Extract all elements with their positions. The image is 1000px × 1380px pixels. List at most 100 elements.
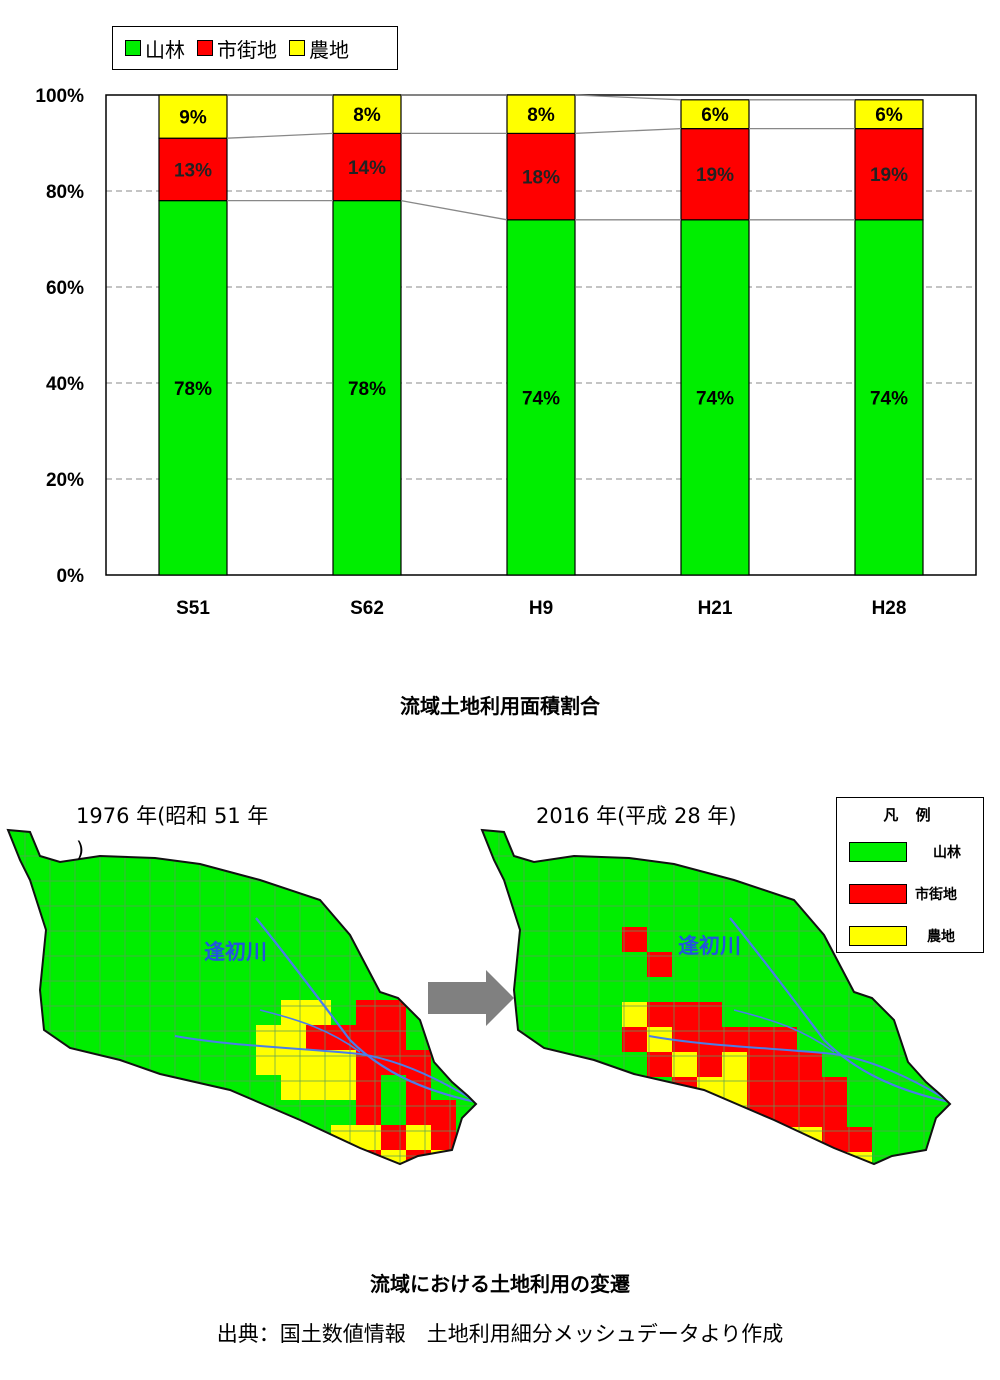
- data-label: 78%: [174, 379, 212, 400]
- bar-segment: [332, 200, 402, 576]
- series-connector: [574, 94, 682, 101]
- data-label: 74%: [870, 388, 908, 409]
- urban-cell: [356, 1025, 381, 1050]
- urban-cell: [747, 1152, 772, 1164]
- farm-cell: [331, 1150, 356, 1164]
- bar-segment: [680, 99, 750, 130]
- map-legend-title: 凡 例: [883, 806, 937, 824]
- left-map-title: 1976 年(昭和 51 年: [76, 804, 269, 828]
- bar-segment: [332, 132, 402, 202]
- bar-segment: [158, 94, 228, 139]
- legend-item-forest: 山林: [125, 34, 185, 63]
- farm-cell: [331, 1075, 356, 1100]
- data-label: 8%: [527, 105, 555, 126]
- data-label: 6%: [875, 105, 903, 126]
- map-legend-label-forest: 山林: [933, 845, 961, 861]
- map-legend-swatch-urban: [849, 884, 907, 904]
- map-legend: 凡 例 山林 市街地 農地: [836, 797, 984, 953]
- right-map-outline: [480, 828, 952, 1166]
- bar-segment: [506, 132, 576, 221]
- series-connector: [226, 132, 334, 139]
- farm-cell: [772, 1152, 797, 1164]
- data-label: 19%: [870, 165, 908, 186]
- bar-segment: [854, 219, 924, 576]
- urban-cell: [356, 1000, 381, 1025]
- y-tick-label: 40%: [46, 374, 84, 395]
- series-connector: [400, 199, 508, 221]
- data-label: 6%: [701, 105, 729, 126]
- farm-cell: [697, 1127, 722, 1152]
- legend-label-farm: 農地: [309, 37, 349, 62]
- urban-cell: [381, 1125, 406, 1150]
- urban-cell: [356, 1075, 381, 1100]
- x-tick-label: H9: [529, 598, 553, 619]
- farm-cell: [356, 1125, 381, 1150]
- right-river-label: 逢初川: [678, 934, 741, 958]
- y-tick-label: 20%: [46, 470, 84, 491]
- left-map-outline: [6, 828, 478, 1166]
- map-legend-swatch-forest: [849, 842, 907, 862]
- bar-segment: [680, 128, 750, 221]
- river-branch: [648, 1035, 945, 1099]
- river-tributary: [733, 1009, 835, 1053]
- chart-legend: 山林 市街地 農地: [112, 26, 398, 70]
- bar-segment: [506, 219, 576, 576]
- maps-caption: 流域における土地利用の変遷: [370, 1272, 630, 1296]
- map-legend-swatch-farm: [849, 926, 907, 946]
- y-tick-label: 100%: [35, 86, 84, 107]
- data-label: 19%: [696, 165, 734, 186]
- x-tick-label: S62: [350, 598, 384, 619]
- farm-cell: [747, 1127, 772, 1152]
- legend-swatch-forest: [125, 40, 141, 56]
- y-tick-label: 80%: [46, 182, 84, 203]
- data-label: 8%: [353, 105, 381, 126]
- bar-segment: [332, 94, 402, 135]
- farm-cell: [772, 1127, 797, 1152]
- chart-caption: 流域土地利用面積割合: [400, 694, 600, 718]
- farm-cell: [406, 1125, 431, 1150]
- bar-segment: [680, 219, 750, 576]
- river-main: [255, 917, 476, 1104]
- river-tributary: [259, 1009, 361, 1053]
- urban-cell: [381, 1025, 406, 1050]
- bar-segment: [158, 200, 228, 576]
- data-label: 13%: [174, 160, 212, 181]
- urban-cell: [431, 1100, 456, 1125]
- map-legend-label-farm: 農地: [927, 929, 955, 945]
- map-legend-label-urban: 市街地: [915, 887, 957, 903]
- urban-cell: [356, 1150, 381, 1164]
- legend-label-forest: 山林: [145, 37, 185, 62]
- data-label: 74%: [522, 388, 560, 409]
- x-tick-label: H21: [698, 598, 733, 619]
- legend-swatch-farm: [289, 40, 305, 56]
- series-connector: [574, 127, 682, 135]
- data-label: 74%: [696, 388, 734, 409]
- urban-cell: [747, 1177, 772, 1202]
- farm-cell: [722, 1152, 747, 1164]
- urban-cell: [697, 1102, 722, 1127]
- bar-segment: [506, 94, 576, 135]
- left-map-title-tail: ): [76, 838, 85, 862]
- x-tick-label: S51: [176, 598, 210, 619]
- farm-cell: [281, 1000, 306, 1025]
- y-tick-label: 60%: [46, 278, 84, 299]
- urban-cell: [822, 1177, 847, 1202]
- urban-cell: [772, 1177, 797, 1202]
- urban-cell: [822, 1152, 847, 1164]
- right-map-title: 2016 年(平成 28 年): [536, 804, 737, 828]
- data-label: 14%: [348, 158, 386, 179]
- bar-segment: [158, 137, 228, 202]
- transition-arrow-icon: [428, 970, 514, 1026]
- y-tick-label: 0%: [57, 566, 85, 587]
- map-legend-row-urban: 市街地: [849, 884, 957, 904]
- legend-item-urban: 市街地: [197, 34, 277, 63]
- river-branch: [174, 1035, 471, 1099]
- farm-cell: [281, 1050, 306, 1075]
- urban-cell: [431, 1125, 456, 1150]
- farm-cell: [722, 1127, 747, 1152]
- urban-cell: [797, 1177, 822, 1202]
- river-main: [729, 917, 950, 1104]
- data-label: 9%: [179, 108, 207, 129]
- legend-label-urban: 市街地: [217, 37, 277, 62]
